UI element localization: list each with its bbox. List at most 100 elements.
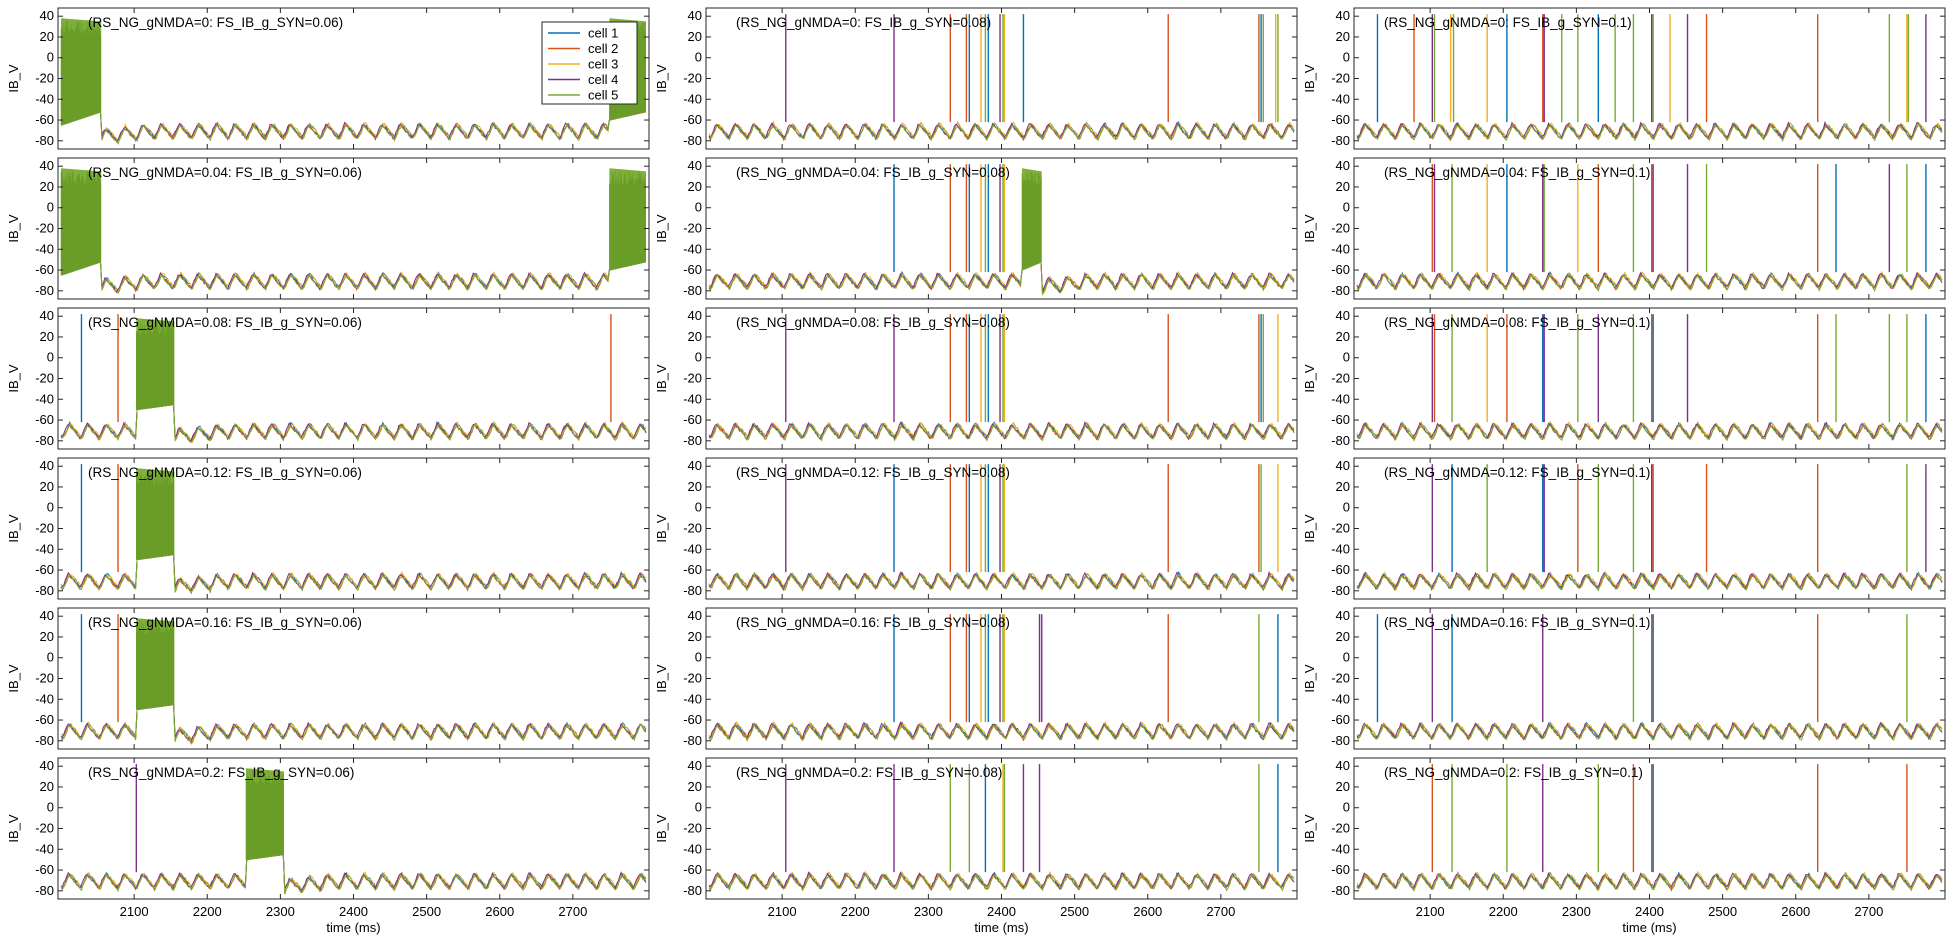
y-tick-label: 40 <box>1336 608 1350 623</box>
y-tick-label: -60 <box>35 862 54 877</box>
y-tick-label: -80 <box>683 883 702 898</box>
y-tick-label: 0 <box>47 800 54 815</box>
y-tick-label: -20 <box>683 521 702 536</box>
y-tick-label: 0 <box>1343 800 1350 815</box>
subplot: -80 -60 -40 -20 0 20 40 IB_V (RS_NG_gNMDA=0.16: … <box>654 607 1298 750</box>
y-tick-label: 0 <box>695 500 702 515</box>
y-tick-label: -20 <box>683 371 702 386</box>
x-tick-label: 2500 <box>1708 904 1737 919</box>
y-tick-label: -60 <box>683 112 702 127</box>
y-tick-label: -80 <box>683 583 702 598</box>
y-tick-label: 20 <box>40 779 54 794</box>
x-tick-label: 2400 <box>987 904 1016 919</box>
y-tick-label: -60 <box>35 412 54 427</box>
burst-spikes <box>136 470 175 560</box>
y-tick-label: 40 <box>40 308 54 323</box>
y-tick-label: -20 <box>35 521 54 536</box>
y-tick-label: -60 <box>1331 562 1350 577</box>
y-tick-label: -80 <box>35 283 54 298</box>
trace-cell-5 <box>1356 872 1943 892</box>
y-tick-label: -60 <box>35 562 54 577</box>
y-axis-label: IB_V <box>1302 514 1317 543</box>
y-axis-label: IB_V <box>654 214 669 243</box>
y-tick-label: -80 <box>35 133 54 148</box>
y-tick-label: 0 <box>1343 200 1350 215</box>
y-tick-label: -20 <box>683 221 702 236</box>
subplot: -80 -60 -40 -20 0 20 40 IB_V (RS_NG_gNMDA=0.16: … <box>1302 607 1946 750</box>
y-tick-label: -40 <box>683 91 702 106</box>
y-tick-label: -80 <box>1331 583 1350 598</box>
trace-cell-2 <box>708 261 1295 295</box>
panel-title: (RS_NG_gNMDA=0: FS_IB_g_SYN=0.1) <box>1384 15 1632 30</box>
x-tick-label: 2700 <box>1206 904 1235 919</box>
y-tick-label: -20 <box>1331 371 1350 386</box>
x-tick-label: 2400 <box>339 904 368 919</box>
y-tick-label: 40 <box>40 608 54 623</box>
panel-title: (RS_NG_gNMDA=0: FS_IB_g_SYN=0.06) <box>88 15 343 30</box>
y-tick-label: 20 <box>688 629 702 644</box>
plot-area <box>708 314 1295 442</box>
y-tick-label: 0 <box>695 200 702 215</box>
y-tick-label: 20 <box>688 29 702 44</box>
panel-title: (RS_NG_gNMDA=0.2: FS_IB_g_SYN=0.06) <box>88 765 354 780</box>
x-tick-label: 2300 <box>914 904 943 919</box>
subplot: -80 -60 -40 -20 0 20 40 IB_V (RS_NG_gNMDA=0.12: … <box>654 457 1298 600</box>
y-tick-label: -40 <box>1331 91 1350 106</box>
plot-area <box>1356 314 1943 443</box>
legend-label: cell 1 <box>588 26 618 41</box>
subplot: -80 -60 -40 -20 0 20 40 IB_V (RS_NG_gNMDA=0.12: … <box>1302 457 1946 600</box>
y-tick-label: -20 <box>1331 671 1350 686</box>
plot-area <box>60 614 647 745</box>
y-tick-label: -60 <box>683 712 702 727</box>
y-tick-label: 40 <box>688 758 702 773</box>
burst-spikes <box>136 320 175 410</box>
y-tick-label: -80 <box>35 733 54 748</box>
y-tick-label: -40 <box>683 841 702 856</box>
panel-title: (RS_NG_gNMDA=0.04: FS_IB_g_SYN=0.06) <box>88 165 362 180</box>
y-tick-label: 40 <box>688 608 702 623</box>
trace-cell-4 <box>708 721 1295 741</box>
y-tick-label: 0 <box>695 50 702 65</box>
subplot: -80 -60 -40 -20 0 20 40 IB_V (RS_NG_gNMDA=0.08: … <box>1302 307 1946 450</box>
axes-background <box>58 758 649 899</box>
trace-cell-4 <box>1356 721 1942 741</box>
panel-title: (RS_NG_gNMDA=0.08: FS_IB_g_SYN=0.06) <box>88 315 362 330</box>
y-tick-label: -60 <box>1331 712 1350 727</box>
y-tick-label: 0 <box>1343 650 1350 665</box>
x-tick-label: 2600 <box>485 904 514 919</box>
y-tick-label: -20 <box>1331 521 1350 536</box>
plot-area <box>60 168 647 295</box>
y-tick-label: 20 <box>40 479 54 494</box>
y-tick-label: 40 <box>1336 308 1350 323</box>
y-tick-label: 20 <box>1336 629 1350 644</box>
y-tick-label: -40 <box>35 841 54 856</box>
plot-area <box>1356 614 1943 742</box>
x-axis-label: time (ms) <box>974 920 1028 935</box>
plot-area <box>1356 764 1943 892</box>
y-tick-label: 40 <box>40 8 54 23</box>
x-tick-label: 2200 <box>841 904 870 919</box>
trace-cell-5 <box>1356 122 1943 142</box>
subplot: -80 -60 -40 -20 0 20 40 2100 2200 2300 2400 2500 260… <box>654 757 1298 935</box>
y-tick-label: -80 <box>35 433 54 448</box>
y-tick-label: 40 <box>40 158 54 173</box>
trace-cell-5 <box>708 723 1295 742</box>
legend-label: cell 5 <box>588 88 618 103</box>
y-tick-label: -80 <box>683 133 702 148</box>
y-tick-label: 20 <box>688 179 702 194</box>
y-tick-label: -20 <box>35 371 54 386</box>
y-axis-label: IB_V <box>6 64 21 93</box>
trace-cell-5 <box>1356 272 1943 293</box>
y-tick-label: 0 <box>695 350 702 365</box>
y-tick-label: -40 <box>1331 691 1350 706</box>
y-tick-label: -80 <box>1331 733 1350 748</box>
trace-cell-5 <box>60 554 647 595</box>
y-axis-label: IB_V <box>6 214 21 243</box>
trace-cell-4 <box>60 111 647 143</box>
subplot: -80 -60 -40 -20 0 20 40 IB_V (RS_NG_gNMDA=0.12: … <box>6 457 650 600</box>
subplot: -80 -60 -40 -20 0 20 40 IB_V (RS_NG_gNMDA=0.16: … <box>6 607 650 750</box>
y-tick-label: -40 <box>35 91 54 106</box>
x-axis-label: time (ms) <box>1622 920 1676 935</box>
legend-box <box>541 21 638 105</box>
y-tick-label: 0 <box>47 350 54 365</box>
